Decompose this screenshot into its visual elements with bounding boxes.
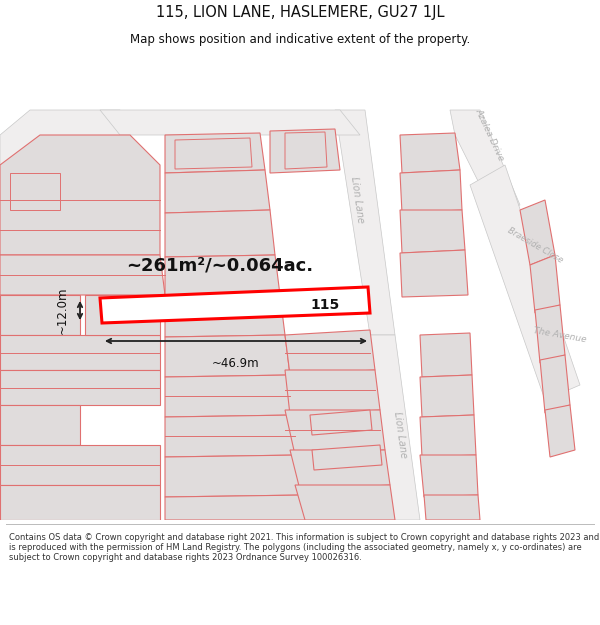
- Polygon shape: [175, 138, 252, 169]
- Polygon shape: [100, 110, 360, 135]
- Text: Azalea Drive: Azalea Drive: [474, 107, 506, 162]
- Text: Lion Lane: Lion Lane: [392, 411, 408, 459]
- Polygon shape: [100, 287, 370, 323]
- Polygon shape: [0, 255, 165, 295]
- Polygon shape: [420, 415, 476, 457]
- Polygon shape: [0, 405, 80, 445]
- Text: ~261m²/~0.064ac.: ~261m²/~0.064ac.: [127, 256, 314, 274]
- Text: 115: 115: [311, 298, 340, 312]
- Polygon shape: [450, 110, 520, 215]
- Polygon shape: [0, 445, 160, 485]
- Polygon shape: [165, 133, 265, 173]
- Polygon shape: [270, 129, 340, 173]
- Text: Lion Lane: Lion Lane: [349, 176, 365, 224]
- Polygon shape: [470, 165, 580, 400]
- Polygon shape: [165, 255, 280, 297]
- Polygon shape: [165, 335, 290, 377]
- Polygon shape: [420, 375, 474, 417]
- Polygon shape: [530, 255, 560, 313]
- Polygon shape: [165, 415, 300, 457]
- Polygon shape: [0, 335, 160, 370]
- Polygon shape: [165, 375, 295, 417]
- Text: ~12.0m: ~12.0m: [56, 286, 68, 334]
- Text: Contains OS data © Crown copyright and database right 2021. This information is : Contains OS data © Crown copyright and d…: [9, 532, 599, 562]
- Polygon shape: [424, 495, 480, 520]
- Text: Braeside Close: Braeside Close: [506, 226, 564, 264]
- Polygon shape: [400, 170, 462, 213]
- Text: 115, LION LANE, HASLEMERE, GU27 1JL: 115, LION LANE, HASLEMERE, GU27 1JL: [156, 4, 444, 19]
- Polygon shape: [420, 455, 478, 497]
- Polygon shape: [285, 132, 327, 169]
- Polygon shape: [10, 173, 60, 210]
- Polygon shape: [290, 450, 390, 490]
- Text: The Avenue: The Avenue: [533, 326, 587, 344]
- Polygon shape: [400, 133, 460, 173]
- Polygon shape: [335, 110, 395, 335]
- Polygon shape: [285, 410, 385, 455]
- Polygon shape: [0, 295, 80, 335]
- Polygon shape: [165, 455, 305, 497]
- Text: Map shows position and indicative extent of the property.: Map shows position and indicative extent…: [130, 33, 470, 46]
- Polygon shape: [520, 200, 555, 265]
- Polygon shape: [165, 170, 270, 213]
- Polygon shape: [0, 135, 160, 255]
- Polygon shape: [85, 295, 160, 335]
- Polygon shape: [545, 405, 575, 457]
- Polygon shape: [535, 305, 565, 363]
- Polygon shape: [0, 485, 160, 520]
- Polygon shape: [370, 335, 420, 520]
- Polygon shape: [0, 370, 160, 405]
- Polygon shape: [165, 495, 310, 520]
- Text: ~46.9m: ~46.9m: [212, 357, 260, 370]
- Polygon shape: [285, 370, 380, 415]
- Polygon shape: [165, 295, 285, 337]
- Polygon shape: [400, 210, 465, 253]
- Polygon shape: [0, 110, 130, 165]
- Polygon shape: [420, 333, 472, 377]
- Polygon shape: [310, 410, 372, 435]
- Polygon shape: [312, 445, 382, 470]
- Polygon shape: [165, 210, 275, 257]
- Polygon shape: [285, 330, 375, 375]
- Polygon shape: [400, 250, 468, 297]
- Polygon shape: [540, 355, 570, 413]
- Polygon shape: [295, 485, 395, 520]
